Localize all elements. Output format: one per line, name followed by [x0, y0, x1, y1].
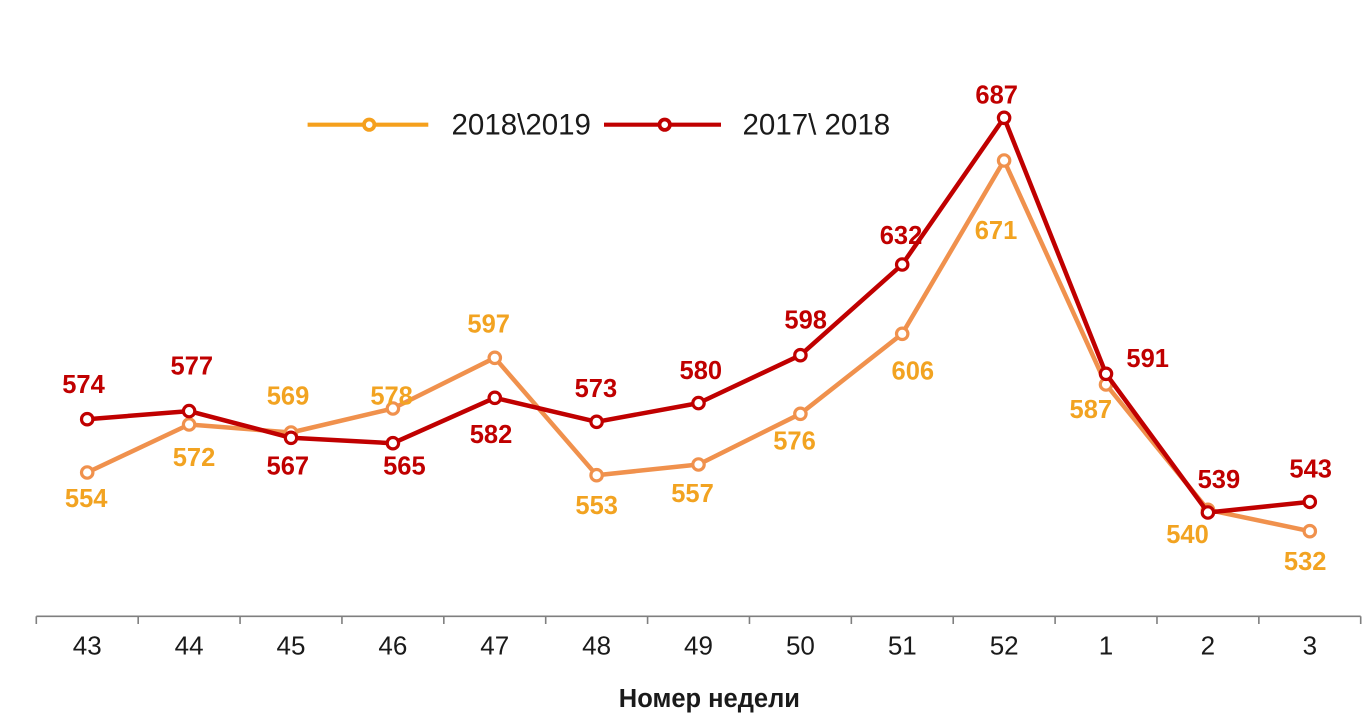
svg-text:573: 573: [575, 375, 618, 403]
svg-text:587: 587: [1070, 396, 1113, 424]
svg-text:553: 553: [575, 492, 618, 520]
svg-text:632: 632: [880, 222, 923, 250]
svg-text:2018\2019: 2018\2019: [452, 108, 591, 141]
svg-text:1: 1: [1099, 631, 1113, 661]
svg-text:2017\ 2018: 2017\ 2018: [743, 108, 891, 141]
svg-text:46: 46: [378, 631, 407, 661]
svg-text:578: 578: [370, 383, 413, 411]
svg-text:543: 543: [1289, 456, 1332, 484]
svg-text:48: 48: [582, 631, 611, 661]
svg-text:539: 539: [1198, 466, 1241, 494]
svg-text:606: 606: [892, 358, 935, 386]
svg-text:574: 574: [62, 371, 105, 399]
svg-text:565: 565: [383, 453, 426, 481]
svg-text:2: 2: [1201, 631, 1215, 661]
svg-text:554: 554: [65, 485, 108, 513]
svg-text:598: 598: [784, 306, 827, 334]
svg-text:567: 567: [267, 452, 310, 480]
svg-text:577: 577: [171, 353, 214, 381]
svg-text:49: 49: [684, 631, 713, 661]
svg-text:557: 557: [671, 480, 714, 508]
svg-text:591: 591: [1126, 345, 1169, 373]
svg-text:45: 45: [277, 631, 306, 661]
svg-text:582: 582: [470, 421, 513, 449]
svg-text:3: 3: [1303, 631, 1317, 661]
svg-text:576: 576: [773, 427, 816, 455]
svg-text:540: 540: [1166, 521, 1209, 549]
svg-text:Номер недели: Номер недели: [619, 685, 800, 713]
svg-text:51: 51: [888, 631, 917, 661]
svg-text:47: 47: [480, 631, 509, 661]
svg-text:687: 687: [975, 81, 1018, 109]
svg-text:532: 532: [1284, 548, 1327, 576]
svg-text:671: 671: [975, 217, 1018, 245]
svg-text:43: 43: [73, 631, 102, 661]
svg-text:569: 569: [267, 383, 310, 411]
svg-text:50: 50: [786, 631, 815, 661]
svg-text:44: 44: [175, 631, 204, 661]
svg-text:597: 597: [467, 311, 510, 339]
svg-text:572: 572: [173, 444, 216, 472]
svg-text:580: 580: [680, 357, 723, 385]
svg-text:52: 52: [990, 631, 1019, 661]
